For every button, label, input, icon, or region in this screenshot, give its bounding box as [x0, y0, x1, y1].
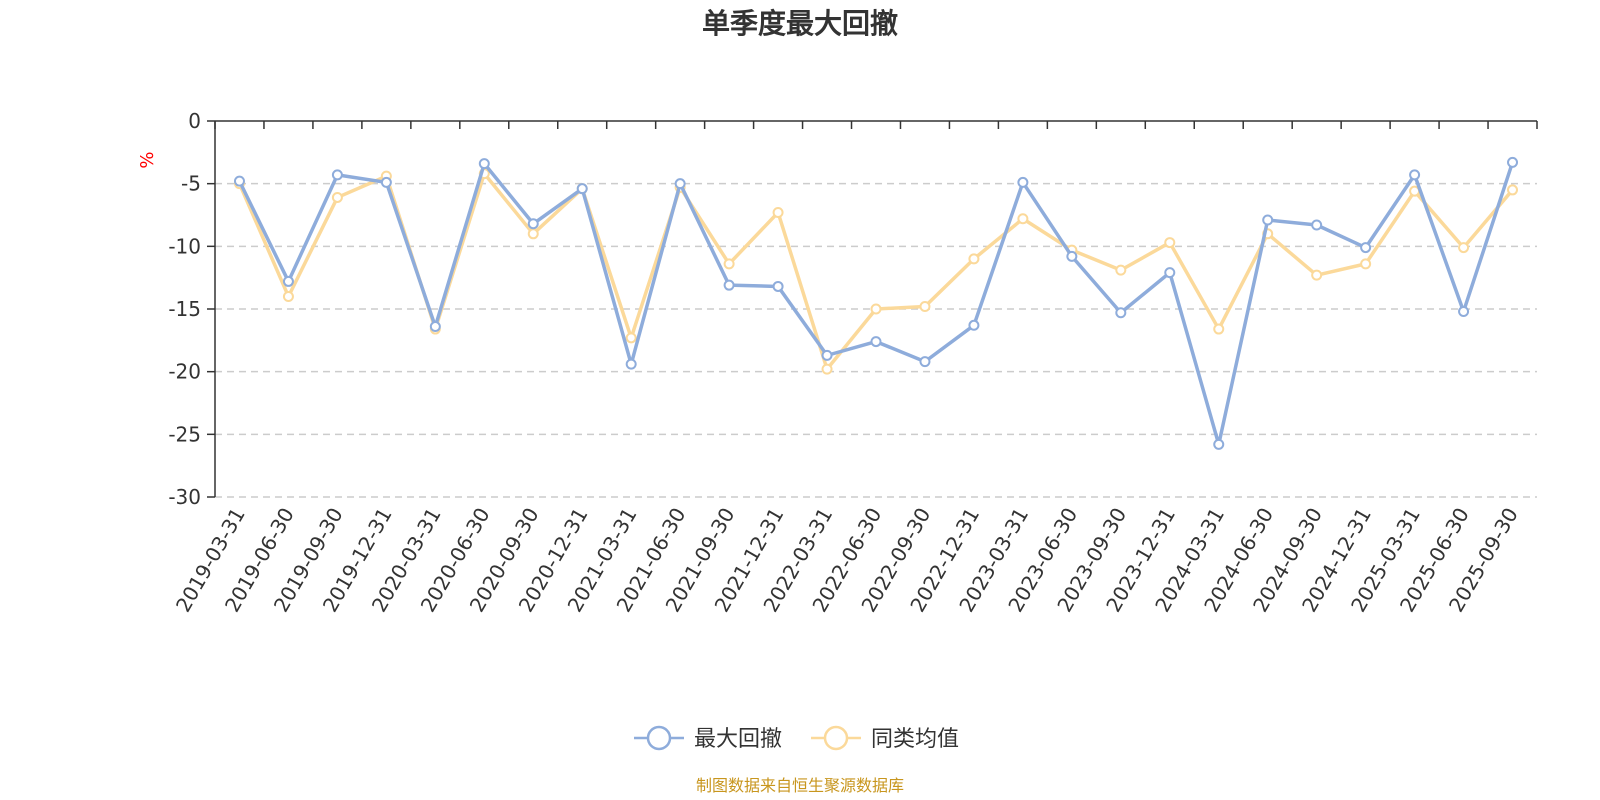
data-point	[282, 275, 294, 287]
data-point	[1507, 184, 1519, 196]
data-point	[772, 280, 784, 292]
y-tick-label: -25	[168, 422, 201, 446]
data-point	[625, 332, 637, 344]
series-layer	[233, 156, 1519, 450]
data-point	[1164, 267, 1176, 279]
data-point	[870, 336, 882, 348]
data-point	[821, 363, 833, 375]
data-point	[1458, 306, 1470, 318]
data-point	[968, 319, 980, 331]
series-line	[237, 161, 1515, 447]
data-point	[1115, 307, 1127, 319]
data-point	[1213, 438, 1225, 450]
data-point	[870, 303, 882, 315]
data-point	[723, 279, 735, 291]
legend-item[interactable]: 最大回撤	[634, 725, 782, 752]
data-source-caption: 制图数据来自恒生聚源数据库	[696, 776, 904, 795]
data-point	[674, 178, 686, 190]
data-point	[1017, 213, 1029, 225]
data-point	[1360, 242, 1372, 254]
data-point	[1213, 323, 1225, 335]
data-point	[478, 158, 490, 170]
data-point	[233, 175, 245, 187]
legend-marker-icon	[823, 725, 849, 751]
y-tick-label: -30	[168, 485, 201, 509]
legend-marker-icon	[646, 725, 672, 751]
axes: 0-5-10-15-20-25-302019-03-312019-06-3020…	[168, 109, 1538, 616]
data-point	[527, 218, 539, 230]
y-tick-label: -10	[168, 234, 201, 258]
data-point	[1115, 264, 1127, 276]
data-point	[919, 356, 931, 368]
data-point	[625, 358, 637, 370]
data-point	[1311, 219, 1323, 231]
data-point	[1164, 237, 1176, 249]
data-point	[380, 176, 392, 188]
data-point	[919, 300, 931, 312]
data-point	[527, 228, 539, 240]
y-axis-unit-label: %	[137, 151, 158, 168]
y-tick-label: -5	[181, 172, 201, 196]
data-point	[1262, 214, 1274, 226]
data-point	[1017, 176, 1029, 188]
data-point	[331, 191, 343, 203]
data-point	[429, 321, 441, 333]
data-point	[1360, 258, 1372, 270]
legend-label: 最大回撤	[694, 727, 782, 752]
data-point	[576, 183, 588, 195]
data-point	[1311, 269, 1323, 281]
data-point	[821, 349, 833, 361]
series-0	[233, 156, 1519, 450]
y-tick-label: -20	[168, 360, 201, 384]
legend-item[interactable]: 同类均值	[811, 725, 959, 752]
data-point	[1409, 169, 1421, 181]
y-tick-label: -15	[168, 297, 201, 321]
data-point	[1458, 242, 1470, 254]
data-point	[1066, 250, 1078, 262]
data-point	[1507, 156, 1519, 168]
data-point	[723, 258, 735, 270]
chart-title: 单季度最大回撤	[702, 7, 898, 40]
legend-label: 同类均值	[871, 727, 959, 752]
legend[interactable]: 最大回撤 同类均值	[634, 725, 959, 752]
y-tick-label: 0	[188, 109, 201, 133]
data-point	[968, 253, 980, 265]
data-point	[772, 206, 784, 218]
data-point	[331, 169, 343, 181]
data-point	[282, 290, 294, 302]
